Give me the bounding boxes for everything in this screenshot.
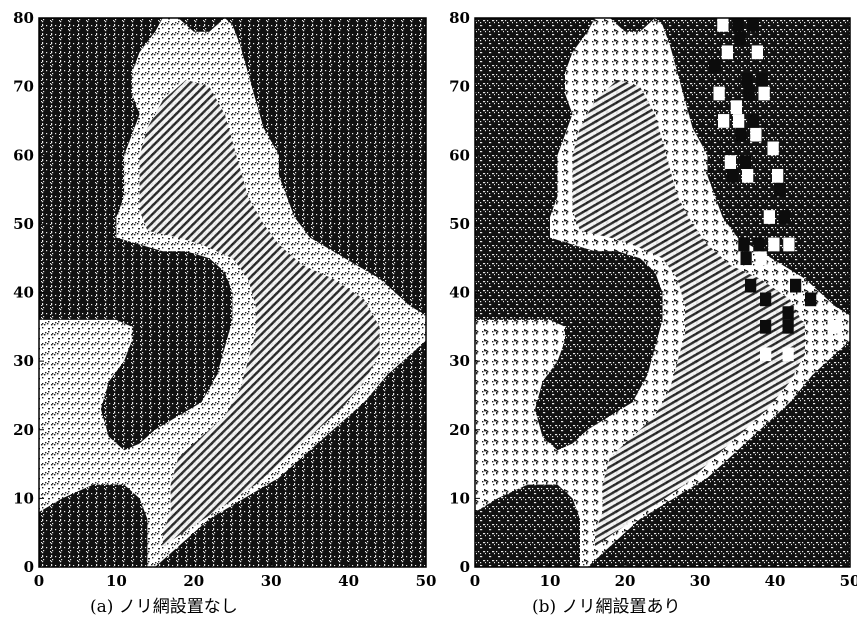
panel-b-y-tick-label: 0 (460, 558, 470, 576)
panel-b-x-tick-label: 0 (470, 572, 480, 590)
panel-a-y-tick-label: 30 (13, 352, 34, 370)
panel-b-net-cell (745, 278, 757, 293)
panel-b-y-tick-label: 70 (449, 78, 470, 96)
panel-b-net-cell (740, 251, 752, 266)
panel-b-y-axis: 0 10 20 30 40 50 60 70 80 (449, 9, 480, 576)
panel-b-y-tick-label: 40 (449, 284, 470, 302)
panel-a-x-axis: 0 10 20 30 40 50 (34, 562, 437, 590)
panel-b-x-axis: 0 10 20 30 40 50 (470, 562, 857, 590)
panel-a-y-tick-label: 40 (13, 284, 34, 302)
panel-a-y-tick-label: 80 (13, 9, 34, 27)
panel-b-net-cell (727, 168, 739, 183)
panel-b-net-cell (763, 210, 775, 224)
panel-a-y-tick-label: 70 (13, 78, 34, 96)
panel-b-net-cell (738, 237, 750, 252)
panel-b-net-cell (782, 319, 794, 334)
panel-b-y-tick-label: 80 (449, 9, 470, 27)
panel-b-net-cell (782, 306, 794, 320)
panel-b-x-tick-label: 20 (615, 572, 636, 590)
panel-b-net-cell (743, 86, 755, 101)
panel-a-x-tick-label: 50 (416, 572, 437, 590)
panel-a-y-tick-label: 20 (13, 421, 34, 439)
panel-b-net-cell (783, 237, 795, 252)
panel-a-x-tick-label: 10 (106, 572, 127, 590)
panel-b-y-tick-label: 60 (449, 146, 470, 164)
panel-b-net-cell (778, 210, 790, 224)
panel-b-net-cell (827, 319, 839, 334)
panel-b-net-cell (774, 182, 786, 197)
panel-a-y-tick-label: 0 (24, 558, 34, 576)
panel-b-net-cell (709, 59, 721, 73)
panel-b: 0 10 20 30 40 50 0 10 20 30 40 50 60 70 80 (b) ノリ網設置あ… (449, 9, 857, 617)
panel-b-net-cell (713, 86, 725, 101)
panel-b-net-cell (760, 319, 772, 334)
panel-a-y-tick-label: 60 (13, 146, 34, 164)
panel-b-dense-region (572, 79, 805, 547)
panel-a-x-tick-label: 20 (183, 572, 204, 590)
panel-b-net-cell (772, 168, 784, 183)
panel-b-net-cell (756, 72, 768, 87)
panel-b-net-cell (734, 31, 746, 46)
panel-b-net-cell (760, 292, 772, 307)
panel-b-net-cell (741, 72, 753, 87)
panel-b-net-cell (717, 18, 729, 32)
panel-b-caption: (b) ノリ網設置あり (532, 597, 681, 617)
panel-a: 0 10 20 30 40 50 0 10 20 30 40 50 60 70 80 (a) ノリ網設置な… (13, 9, 436, 617)
panel-a-dense-region (139, 79, 380, 547)
panel-b-net-cell (758, 86, 770, 101)
panel-b-y-tick-label: 10 (449, 489, 470, 507)
panel-b-net-cell (751, 45, 763, 60)
panel-b-net-cell (805, 292, 817, 307)
panel-b-net-cell (753, 237, 765, 252)
panel-b-net-cell (760, 347, 772, 362)
panel-a-x-tick-label: 0 (34, 572, 44, 590)
panel-b-y-tick-label: 30 (449, 352, 470, 370)
panel-b-net-cell (730, 100, 742, 115)
panel-a-land-region (39, 18, 426, 567)
panel-a-y-axis: 0 10 20 30 40 50 60 70 80 (13, 9, 44, 576)
panel-b-x-tick-label: 50 (840, 572, 857, 590)
panel-b-net-cell (748, 114, 760, 128)
panel-b-plot (474, 17, 851, 568)
panel-b-net-cell (750, 127, 762, 142)
panel-b-x-tick-label: 10 (540, 572, 561, 590)
panel-b-net-cell (724, 155, 736, 169)
panel-b-net-cell (718, 114, 730, 128)
panel-b-net-cell (735, 127, 747, 142)
panel-b-net-cell (733, 114, 745, 128)
panel-b-net-cell (742, 168, 754, 183)
panel-b-net-cell (768, 237, 780, 252)
panel-a-x-tick-label: 30 (261, 572, 282, 590)
panel-b-y-tick-label: 50 (449, 215, 470, 233)
panel-b-land-region (475, 18, 850, 567)
panel-b-net-cell (747, 18, 759, 32)
panel-a-y-tick-label: 10 (13, 489, 34, 507)
panel-b-net-cell (782, 347, 794, 362)
panel-b-x-tick-label: 30 (690, 572, 711, 590)
panel-b-net-cell (721, 45, 733, 60)
panel-b-net-cell (739, 155, 751, 169)
panel-b-net-cell (732, 18, 744, 32)
panel-b-x-tick-label: 40 (765, 572, 786, 590)
panel-b-net-cell (790, 278, 802, 293)
panel-a-y-tick-label: 50 (13, 215, 34, 233)
panel-a-x-tick-label: 40 (338, 572, 359, 590)
panel-b-y-tick-label: 20 (449, 421, 470, 439)
panel-b-net-cell (767, 141, 779, 156)
panel-a-caption: (a) ノリ網設置なし (90, 597, 238, 617)
panel-b-net-cell (755, 251, 767, 266)
panel-a-plot (38, 17, 427, 568)
